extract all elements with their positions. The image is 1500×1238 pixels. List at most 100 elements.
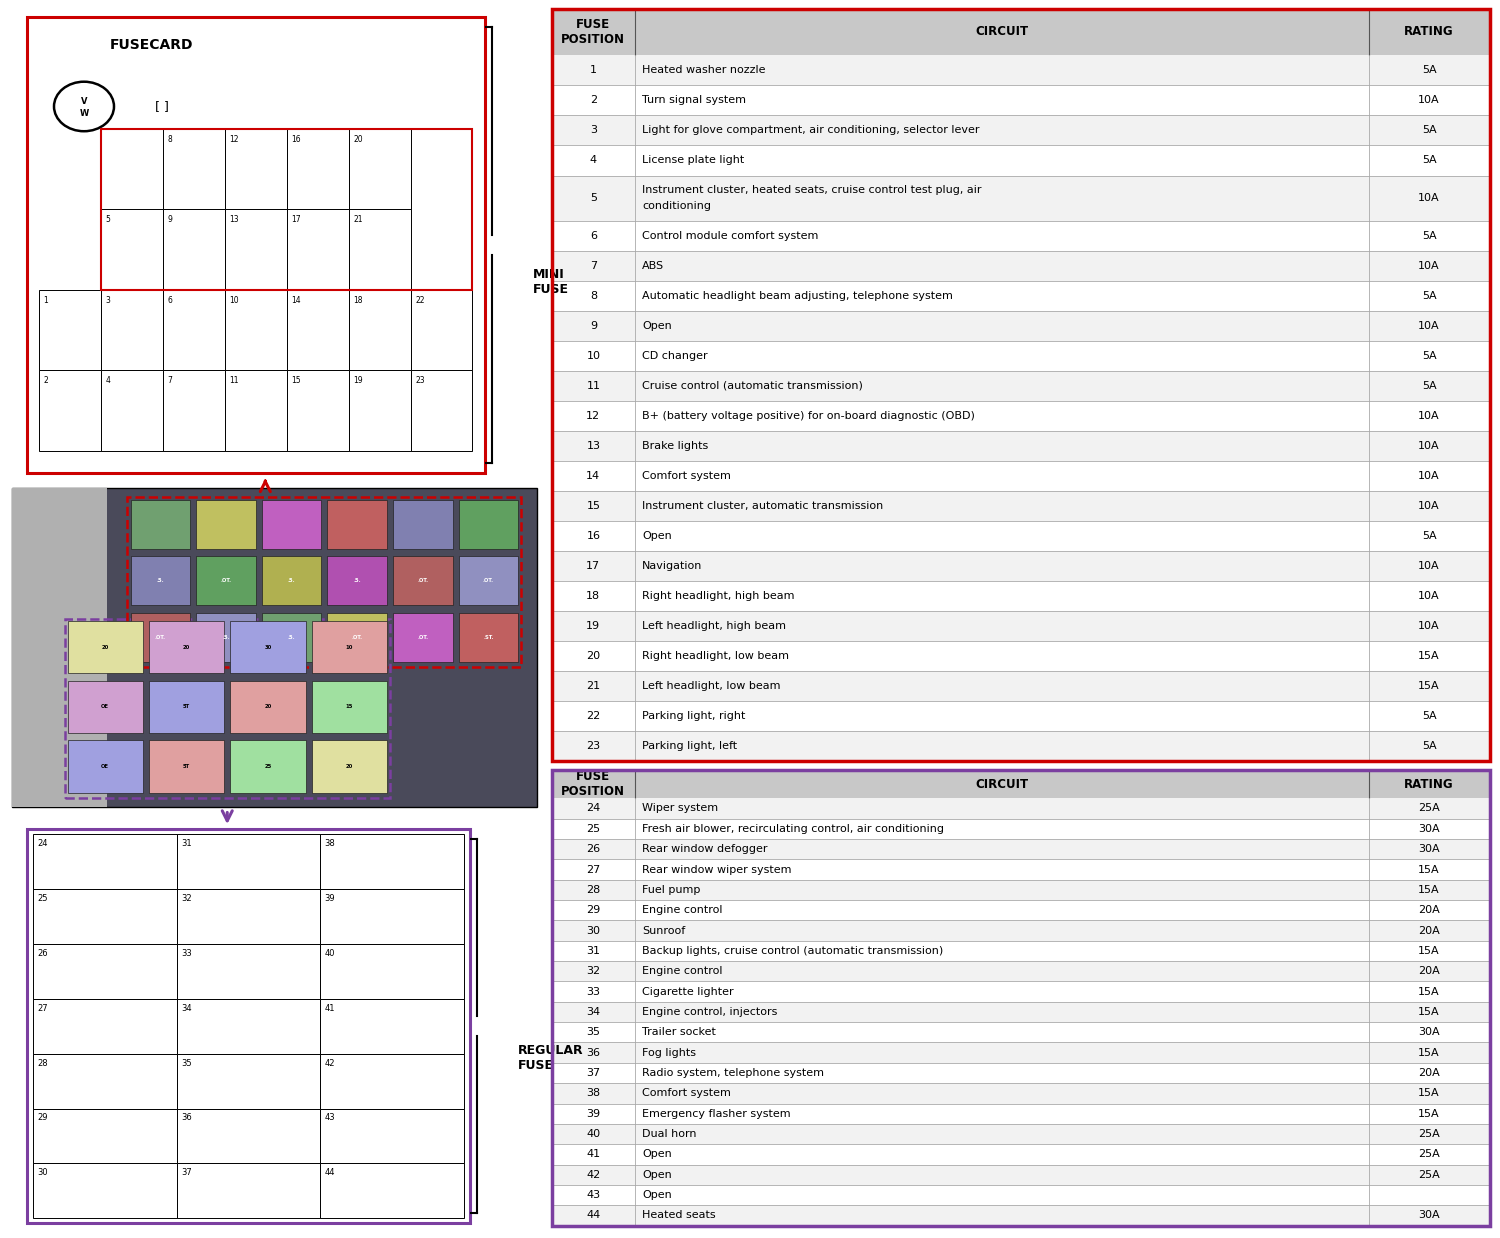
Text: Parking light, right: Parking light, right — [642, 712, 746, 722]
Text: Engine control, injectors: Engine control, injectors — [642, 1006, 777, 1016]
Text: 39: 39 — [586, 1109, 600, 1119]
Text: Right headlight, low beam: Right headlight, low beam — [642, 651, 789, 661]
Text: CIRCUIT: CIRCUIT — [975, 777, 1028, 791]
Text: 41: 41 — [586, 1149, 600, 1160]
Text: 36: 36 — [586, 1047, 600, 1057]
Text: 10A: 10A — [1418, 470, 1440, 480]
Text: V: V — [81, 97, 87, 106]
Text: 14: 14 — [291, 296, 302, 305]
Text: Right headlight, high beam: Right headlight, high beam — [642, 591, 795, 602]
Text: conditioning: conditioning — [642, 201, 711, 212]
Text: 30: 30 — [38, 1169, 48, 1177]
Text: 19: 19 — [586, 621, 600, 631]
Text: 30A: 30A — [1418, 1028, 1440, 1037]
Text: FUSE
POSITION: FUSE POSITION — [561, 770, 626, 799]
Text: 11: 11 — [230, 376, 238, 385]
Text: MINI
FUSE: MINI FUSE — [532, 267, 568, 296]
Text: RATING: RATING — [1404, 26, 1453, 38]
Text: 42: 42 — [324, 1058, 334, 1067]
Text: 15A: 15A — [1418, 987, 1440, 997]
Text: Fuel pump: Fuel pump — [642, 885, 700, 895]
Text: 22: 22 — [416, 296, 424, 305]
Text: Heated seats: Heated seats — [642, 1211, 716, 1221]
Text: 20: 20 — [102, 645, 110, 650]
Text: 10A: 10A — [1418, 441, 1440, 451]
Text: 6: 6 — [168, 296, 172, 305]
Text: 30A: 30A — [1418, 1211, 1440, 1221]
Text: 15A: 15A — [1418, 681, 1440, 691]
Text: 31: 31 — [182, 839, 192, 848]
Text: 21: 21 — [352, 215, 363, 224]
Text: Left headlight, low beam: Left headlight, low beam — [642, 681, 780, 691]
Text: Radio system, telephone system: Radio system, telephone system — [642, 1068, 824, 1078]
Text: 25A: 25A — [1418, 1129, 1440, 1139]
Text: CIRCUIT: CIRCUIT — [975, 26, 1028, 38]
Text: 15A: 15A — [1418, 1088, 1440, 1098]
Text: 10A: 10A — [1418, 95, 1440, 105]
Text: 10: 10 — [586, 350, 600, 360]
Text: 15A: 15A — [1418, 946, 1440, 956]
Text: Rear window defogger: Rear window defogger — [642, 844, 768, 854]
Text: 30: 30 — [586, 926, 600, 936]
Text: 19: 19 — [352, 376, 363, 385]
Text: 33: 33 — [586, 987, 600, 997]
Text: 23: 23 — [586, 742, 600, 751]
Text: 27: 27 — [586, 864, 600, 874]
Text: 42: 42 — [586, 1170, 600, 1180]
Text: Cigarette lighter: Cigarette lighter — [642, 987, 734, 997]
Text: Open: Open — [642, 1149, 672, 1160]
Text: 5A: 5A — [1422, 66, 1437, 76]
Text: Open: Open — [642, 531, 672, 541]
Text: 5: 5 — [590, 193, 597, 203]
Text: 8: 8 — [168, 135, 172, 144]
Text: 15: 15 — [586, 501, 600, 511]
Text: Turn signal system: Turn signal system — [642, 95, 746, 105]
Text: Emergency flasher system: Emergency flasher system — [642, 1109, 790, 1119]
Text: 16: 16 — [586, 531, 600, 541]
Text: 38: 38 — [586, 1088, 600, 1098]
Text: 15: 15 — [345, 704, 352, 709]
Text: .OT.: .OT. — [483, 578, 494, 583]
Text: 15: 15 — [291, 376, 302, 385]
Text: 5A: 5A — [1422, 381, 1437, 391]
Text: 34: 34 — [586, 1006, 600, 1016]
Text: 10A: 10A — [1418, 321, 1440, 331]
Text: 15A: 15A — [1418, 1109, 1440, 1119]
Text: 10A: 10A — [1418, 621, 1440, 631]
Text: 25: 25 — [38, 894, 48, 904]
Text: Instrument cluster, automatic transmission: Instrument cluster, automatic transmissi… — [642, 501, 884, 511]
Text: 21: 21 — [586, 681, 600, 691]
Text: 10A: 10A — [1418, 193, 1440, 203]
Text: 5A: 5A — [1422, 531, 1437, 541]
Text: 1: 1 — [44, 296, 48, 305]
Text: Heated washer nozzle: Heated washer nozzle — [642, 66, 765, 76]
Text: 25A: 25A — [1418, 1149, 1440, 1160]
Text: 37: 37 — [182, 1169, 192, 1177]
Text: .OT.: .OT. — [417, 578, 429, 583]
Text: OE: OE — [100, 704, 109, 709]
Text: Dual horn: Dual horn — [642, 1129, 696, 1139]
Text: 15A: 15A — [1418, 864, 1440, 874]
Text: 37: 37 — [586, 1068, 600, 1078]
Text: 5A: 5A — [1422, 712, 1437, 722]
Text: 30A: 30A — [1418, 823, 1440, 834]
Text: Cruise control (automatic transmission): Cruise control (automatic transmission) — [642, 381, 862, 391]
Text: 12: 12 — [586, 411, 600, 421]
Text: 10A: 10A — [1418, 261, 1440, 271]
Text: Open: Open — [642, 1170, 672, 1180]
Text: 10A: 10A — [1418, 591, 1440, 602]
Text: 36: 36 — [182, 1113, 192, 1123]
Text: Sunroof: Sunroof — [642, 926, 686, 936]
Text: 7: 7 — [168, 376, 172, 385]
Text: 9: 9 — [168, 215, 172, 224]
Text: 43: 43 — [324, 1113, 334, 1123]
Text: 44: 44 — [586, 1211, 600, 1221]
Text: 5A: 5A — [1422, 742, 1437, 751]
Text: 25: 25 — [586, 823, 600, 834]
Text: 18: 18 — [586, 591, 600, 602]
Text: 20A: 20A — [1418, 966, 1440, 977]
Text: 17: 17 — [291, 215, 302, 224]
Text: 44: 44 — [324, 1169, 334, 1177]
Text: 7: 7 — [590, 261, 597, 271]
Text: 20: 20 — [345, 764, 352, 769]
